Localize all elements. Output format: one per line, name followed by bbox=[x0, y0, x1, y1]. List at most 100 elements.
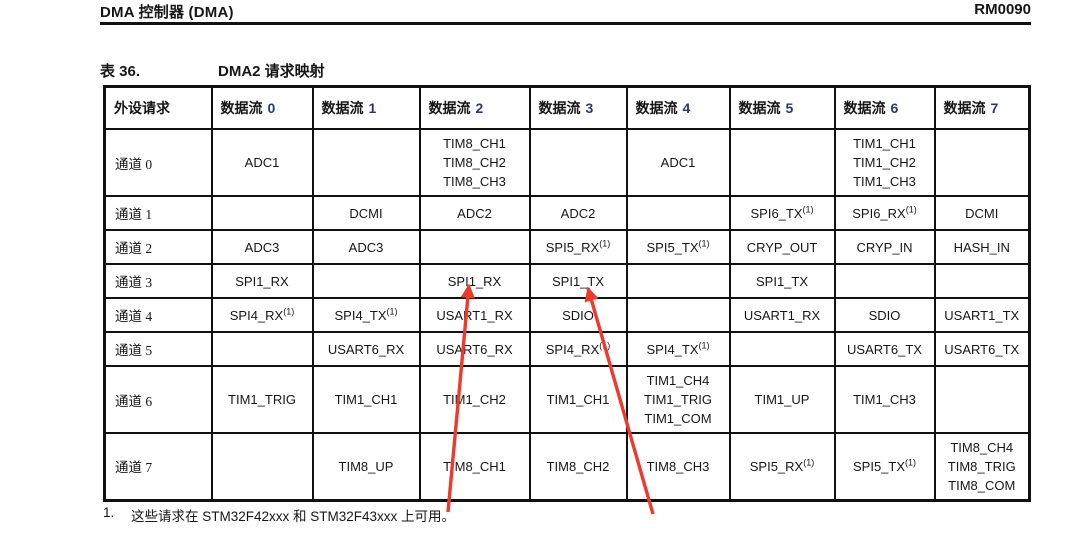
table-cell: SDIO bbox=[833, 297, 936, 333]
table-cell: CRYP_IN bbox=[833, 229, 936, 265]
table-cell: DCMI bbox=[933, 195, 1031, 231]
column-header-stream-7: 数据流 7 bbox=[933, 85, 1031, 130]
table-cell: TIM8_CH3 bbox=[625, 432, 731, 501]
table-cell: TIM1_UP bbox=[728, 365, 836, 434]
table-cell: SPI5_TX(1) bbox=[625, 229, 731, 265]
row-header-channel: 通道 6 bbox=[103, 365, 213, 434]
footnote: 1. 这些请求在 STM32F42xxx 和 STM32F43xxx 上可用。 bbox=[103, 505, 455, 525]
table-row: 通道 4 SPI4_RX(1) SPI4_TX(1) USART1_RX SDIO USA… bbox=[103, 297, 1031, 333]
column-header-stream-2: 数据流 2 bbox=[418, 85, 531, 130]
table-cell: TIM8_CH4 TIM8_TRIG TIM8_COM bbox=[933, 432, 1031, 501]
table-cell: SPI4_TX(1) bbox=[625, 331, 731, 367]
table-cell: USART1_TX bbox=[933, 297, 1031, 333]
header-rule bbox=[100, 22, 1031, 25]
table-row: 通道 2 ADC3 ADC3 SPI5_RX(1) SPI5_TX(1) CRYP_OUT… bbox=[103, 229, 1031, 265]
table-cell bbox=[625, 297, 731, 333]
table-cell bbox=[210, 432, 314, 501]
table-head: 外设请求 数据流 0 数据流 1 数据流 2 数据流 3 数据流 4 数据流 5 数据流 6 数据流 7 bbox=[103, 85, 1031, 130]
column-header-stream-3: 数据流 3 bbox=[528, 85, 628, 130]
column-header-stream-4: 数据流 4 bbox=[625, 85, 731, 130]
table-cell: USART6_RX bbox=[418, 331, 531, 367]
table-cell: SPI1_RX bbox=[210, 263, 314, 299]
table-caption-label: 表 36. bbox=[100, 63, 141, 80]
table-body: 通道 0 ADC1 TIM8_CH1 TIM8_CH2 TIM8_CH3 ADC1 TIM1… bbox=[103, 128, 1031, 501]
table-cell: ADC2 bbox=[418, 195, 531, 231]
table-cell: SPI4_RX(1) bbox=[528, 331, 628, 367]
table-cell: TIM8_CH2 bbox=[528, 432, 628, 501]
table-cell: TIM1_CH1 bbox=[311, 365, 421, 434]
table-caption-title: DMA2 请求映射 bbox=[218, 63, 325, 80]
row-header-channel: 通道 2 bbox=[103, 229, 213, 265]
column-header-stream-1: 数据流 1 bbox=[311, 85, 421, 130]
table-cell: ADC3 bbox=[311, 229, 421, 265]
table-cell: TIM1_CH3 bbox=[833, 365, 936, 434]
table-cell: CRYP_OUT bbox=[728, 229, 836, 265]
table-header-row: 外设请求 数据流 0 数据流 1 数据流 2 数据流 3 数据流 4 数据流 5 数据流 6 数据流 7 bbox=[103, 85, 1031, 130]
table-cell: HASH_IN bbox=[933, 229, 1031, 265]
table-cell: SPI4_RX(1) bbox=[210, 297, 314, 333]
column-header-peripheral-request: 外设请求 bbox=[103, 85, 213, 130]
row-header-channel: 通道 0 bbox=[103, 128, 213, 197]
table-cell: USART6_RX bbox=[311, 331, 421, 367]
footnote-text: 这些请求在 STM32F42xxx 和 STM32F43xxx 上可用。 bbox=[131, 509, 456, 524]
document-header: DMA 控制器 (DMA) RM0090 bbox=[100, 1, 1031, 21]
table-cell: SPI1_TX bbox=[528, 263, 628, 299]
table-cell: USART1_RX bbox=[728, 297, 836, 333]
table-row: 通道 3 SPI1_RX SPI1_RX SPI1_TX SPI1_TX bbox=[103, 263, 1031, 299]
row-header-channel: 通道 7 bbox=[103, 432, 213, 501]
table-cell bbox=[933, 263, 1031, 299]
table-cell bbox=[418, 229, 531, 265]
table-cell: DCMI bbox=[311, 195, 421, 231]
table-cell: SPI1_TX bbox=[728, 263, 836, 299]
table-caption: 表 36. DMA2 请求映射 bbox=[100, 60, 325, 81]
column-header-stream-6: 数据流 6 bbox=[833, 85, 936, 130]
table-cell bbox=[625, 195, 731, 231]
table-cell: SPI5_RX(1) bbox=[528, 229, 628, 265]
table-row: 通道 7 TIM8_UP TIM8_CH1 TIM8_CH2 TIM8_CH3 SPI5_… bbox=[103, 432, 1031, 501]
table-cell: SPI4_TX(1) bbox=[311, 297, 421, 333]
table-cell: USART1_RX bbox=[418, 297, 531, 333]
table-cell bbox=[833, 263, 936, 299]
table-cell bbox=[933, 128, 1031, 197]
table-cell: TIM8_CH1 TIM8_CH2 TIM8_CH3 bbox=[418, 128, 531, 197]
table-cell: ADC2 bbox=[528, 195, 628, 231]
table-cell: ADC3 bbox=[210, 229, 314, 265]
table-cell: TIM1_CH1 TIM1_CH2 TIM1_CH3 bbox=[833, 128, 936, 197]
table-cell: TIM1_CH2 bbox=[418, 365, 531, 434]
table-cell bbox=[210, 331, 314, 367]
table-cell: SPI6_RX(1) bbox=[833, 195, 936, 231]
table-cell: USART6_TX bbox=[933, 331, 1031, 367]
column-header-stream-0: 数据流 0 bbox=[210, 85, 314, 130]
table-cell: TIM1_TRIG bbox=[210, 365, 314, 434]
table-cell: SPI5_RX(1) bbox=[728, 432, 836, 501]
footnote-number: 1. bbox=[103, 505, 115, 520]
section-title: DMA 控制器 (DMA) bbox=[100, 4, 234, 21]
table-cell bbox=[728, 331, 836, 367]
table-cell bbox=[933, 365, 1031, 434]
column-header-stream-5: 数据流 5 bbox=[728, 85, 836, 130]
table-cell: SDIO bbox=[528, 297, 628, 333]
table-cell: SPI6_TX(1) bbox=[728, 195, 836, 231]
row-header-channel: 通道 3 bbox=[103, 263, 213, 299]
table-cell bbox=[625, 263, 731, 299]
table-cell: ADC1 bbox=[625, 128, 731, 197]
table-row: 通道 0 ADC1 TIM8_CH1 TIM8_CH2 TIM8_CH3 ADC1 TIM1… bbox=[103, 128, 1031, 197]
table-cell: SPI5_TX(1) bbox=[833, 432, 936, 501]
table-row: 通道 1 DCMI ADC2 ADC2 SPI6_TX(1) SPI6_RX(1) DCMI bbox=[103, 195, 1031, 231]
table-row: 通道 5 USART6_RX USART6_RX SPI4_RX(1) SPI4_TX(… bbox=[103, 331, 1031, 367]
table-cell bbox=[311, 128, 421, 197]
table-cell bbox=[210, 195, 314, 231]
table-cell bbox=[311, 263, 421, 299]
table-cell: TIM8_UP bbox=[311, 432, 421, 501]
table-cell: TIM8_CH1 bbox=[418, 432, 531, 501]
dma2-request-mapping-table: 外设请求 数据流 0 数据流 1 数据流 2 数据流 3 数据流 4 数据流 5 数据流 6 数据流 7 通道 … bbox=[103, 85, 1031, 502]
document-reference: RM0090 bbox=[974, 1, 1031, 18]
table-cell: USART6_TX bbox=[833, 331, 936, 367]
row-header-channel: 通道 4 bbox=[103, 297, 213, 333]
row-header-channel: 通道 5 bbox=[103, 331, 213, 367]
table-cell bbox=[728, 128, 836, 197]
table-cell: SPI1_RX bbox=[418, 263, 531, 299]
table-cell: ADC1 bbox=[210, 128, 314, 197]
table-cell: TIM1_CH1 bbox=[528, 365, 628, 434]
